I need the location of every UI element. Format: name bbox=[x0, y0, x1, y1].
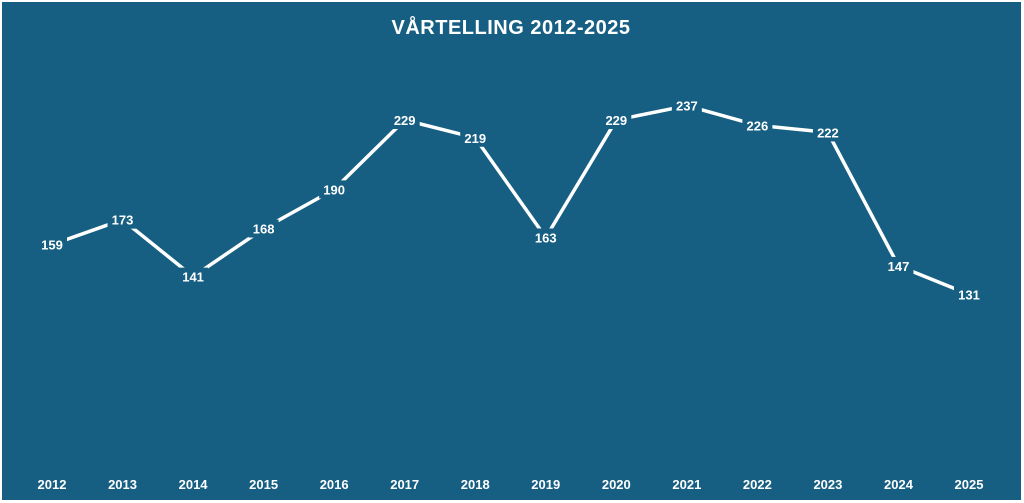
data-label-2019: 163 bbox=[535, 230, 557, 245]
data-label-2013: 173 bbox=[112, 213, 134, 228]
x-tick-label-2017: 2017 bbox=[390, 477, 419, 492]
x-tick-label-2021: 2021 bbox=[672, 477, 701, 492]
x-tick-label-2013: 2013 bbox=[108, 477, 137, 492]
data-label-bg-2020 bbox=[601, 110, 632, 129]
data-label-2021: 237 bbox=[676, 99, 698, 114]
data-label-2014: 141 bbox=[182, 270, 204, 285]
x-axis-tick-labels: 2012 2013 2014 2015 2016 2017 2018 2019 2020 2021… bbox=[38, 477, 984, 492]
data-label-2022: 226 bbox=[747, 118, 769, 133]
x-tick-label-2014: 2014 bbox=[179, 477, 209, 492]
data-label-bg-2019 bbox=[530, 228, 561, 247]
x-tick-label-2020: 2020 bbox=[602, 477, 631, 492]
data-label-bg-2013 bbox=[107, 210, 138, 229]
data-label-2017: 229 bbox=[394, 113, 416, 128]
data-label-2023: 222 bbox=[817, 125, 839, 140]
data-label-2020: 229 bbox=[605, 113, 627, 128]
x-tick-label-2016: 2016 bbox=[320, 477, 349, 492]
data-label-bg-2014 bbox=[178, 267, 209, 286]
data-labels: 159 173 141 168 190 229 219 163 229 237 226 222 147 1… bbox=[37, 96, 984, 304]
data-label-bg-2021 bbox=[671, 96, 702, 115]
data-label-2024: 147 bbox=[888, 259, 910, 274]
data-label-bg-2017 bbox=[389, 110, 420, 129]
x-tick-label-2019: 2019 bbox=[531, 477, 560, 492]
data-label-bg-2015 bbox=[248, 219, 279, 238]
data-label-bg-2012 bbox=[37, 235, 67, 254]
chart-title: VÅRTELLING 2012-2025 bbox=[392, 15, 631, 39]
data-label-bg-2022 bbox=[742, 116, 773, 135]
drop-lines bbox=[51, 105, 970, 460]
data-label-2012: 159 bbox=[41, 238, 63, 253]
data-label-2016: 190 bbox=[323, 182, 345, 197]
x-tick-label-2015: 2015 bbox=[249, 477, 278, 492]
x-tick-label-2024: 2024 bbox=[884, 477, 914, 492]
x-tick-label-2022: 2022 bbox=[743, 477, 772, 492]
data-label-bg-2023 bbox=[812, 123, 843, 142]
data-label-bg-2018 bbox=[460, 128, 491, 147]
data-label-2018: 219 bbox=[464, 131, 486, 146]
data-label-bg-2016 bbox=[319, 180, 350, 199]
data-label-bg-2024 bbox=[883, 256, 914, 275]
data-label-bg-2025 bbox=[954, 285, 984, 304]
x-tick-label-2012: 2012 bbox=[38, 477, 67, 492]
x-tick-label-2023: 2023 bbox=[813, 477, 842, 492]
x-tick-label-2025: 2025 bbox=[955, 477, 984, 492]
x-tick-label-2018: 2018 bbox=[461, 477, 490, 492]
data-label-2015: 168 bbox=[253, 222, 275, 237]
data-label-2025: 131 bbox=[958, 287, 980, 302]
